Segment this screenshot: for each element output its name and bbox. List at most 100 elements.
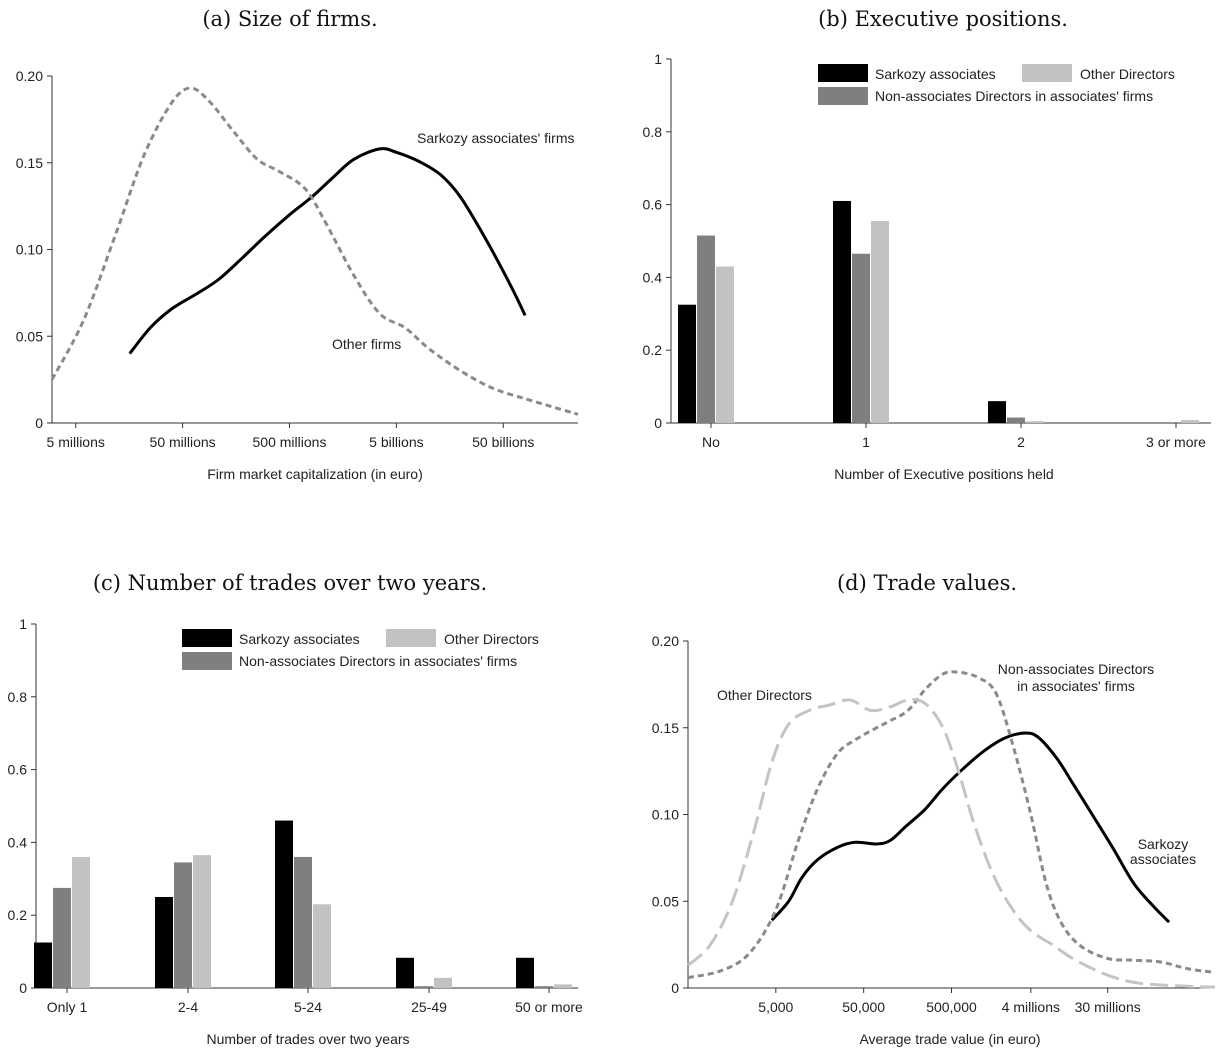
chart-b-y-tick-label: 0.8 <box>643 124 663 140</box>
chart-b-y-tick-label: 0.6 <box>643 197 663 213</box>
chart-c-y-tick-label: 1 <box>19 616 27 632</box>
chart-d-annotation-sarkozy-2: associates <box>1130 851 1196 867</box>
chart-c-bar <box>396 957 414 988</box>
chart-b-title: (b) Executive positions. <box>818 7 1068 31</box>
chart-c-bar <box>72 856 90 988</box>
chart-c-x-tick-label: 25-49 <box>411 999 447 1015</box>
legend-label-other-directors: Other Directors <box>1080 66 1175 82</box>
legend-swatch-sarkozy <box>818 64 868 82</box>
chart-c-bar <box>174 862 192 988</box>
chart-b-bar <box>1026 421 1044 423</box>
legend-swatch-sarkozy <box>182 629 232 647</box>
chart-a-y-tick-label: 0.15 <box>16 155 43 171</box>
chart-c-bar <box>554 984 572 988</box>
chart-c-bar <box>193 855 211 988</box>
chart-c-y-tick-label: 0.8 <box>8 689 28 705</box>
chart-c-x-tick-label: 2-4 <box>178 999 198 1015</box>
chart-a-title: (a) Size of firms. <box>202 7 377 31</box>
chart-d-annotation-non-associates-2: in associates' firms <box>1017 678 1135 694</box>
chart-d-series-line-1 <box>687 670 1216 980</box>
chart-c-bar <box>516 957 534 988</box>
chart-d-xlabel: Average trade value (in euro) <box>859 1031 1040 1047</box>
chart-d-x-tick-label: 500,000 <box>926 999 977 1015</box>
chart-b-bar <box>988 401 1006 423</box>
chart-c-bar <box>535 986 553 988</box>
legend-label-non-associates: Non-associates Directors in associates' … <box>875 88 1153 104</box>
chart-a-x-tick-label: 5 millions <box>47 434 105 450</box>
chart-c-y-tick-label: 0 <box>19 980 27 996</box>
chart-d-annotation-other-directors: Other Directors <box>717 687 812 703</box>
chart-a-y-tick-label: 0.20 <box>16 68 43 84</box>
chart-d-y-tick-label: 0.15 <box>652 720 679 736</box>
chart-b-xlabel: Number of Executive positions held <box>834 466 1053 482</box>
chart-d-y-tick-label: 0.05 <box>652 893 679 909</box>
chart-b-bar <box>871 220 889 423</box>
chart-c-xlabel: Number of trades over two years <box>206 1031 409 1047</box>
chart-d-x-tick-label: 5,000 <box>758 999 793 1015</box>
chart-a-annotation-sarkozy: Sarkozy associates' firms <box>417 130 575 146</box>
chart-d-title: (d) Trade values. <box>837 571 1017 595</box>
legend-label-non-associates: Non-associates Directors in associates' … <box>239 653 517 669</box>
panel-b-executive-positions: (b) Executive positions. 0 0.2 0.4 0.6 0.8 1 N… <box>611 0 1221 525</box>
chart-b-x-tick-label: 3 or more <box>1146 434 1206 450</box>
chart-c-y-tick-label: 0.2 <box>8 907 28 923</box>
chart-b-bar <box>1007 417 1025 423</box>
chart-d-series-line-0 <box>770 731 1171 924</box>
chart-a-series-line-0 <box>128 147 527 355</box>
legend-swatch-non-associates <box>818 87 868 105</box>
chart-a-x-tick-label: 5 billions <box>369 434 423 450</box>
chart-b-x-tick-label: 1 <box>862 434 870 450</box>
chart-c-bar <box>434 977 452 988</box>
chart-b-y-tick-label: 1 <box>654 51 662 67</box>
panel-d-trade-values: (d) Trade values. 0 0.05 0.10 0.15 0.20 5,000… <box>611 526 1221 1051</box>
chart-b-y-tick-label: 0.4 <box>643 269 663 285</box>
chart-b-bar <box>697 235 715 423</box>
chart-a-x-tick-label: 50 millions <box>150 434 216 450</box>
chart-c-bar <box>415 986 433 988</box>
chart-b-svg: (b) Executive positions. 0 0.2 0.4 0.6 0.8 1 N… <box>643 7 1211 482</box>
chart-a-y-tick-label: 0 <box>35 415 43 431</box>
chart-b-bar <box>833 200 851 423</box>
chart-b-x-tick-label: 2 <box>1017 434 1025 450</box>
legend-label-sarkozy: Sarkozy associates <box>239 631 360 647</box>
chart-c-bar <box>34 942 52 988</box>
chart-d-x-tick-label: 30 millions <box>1075 999 1141 1015</box>
chart-b-bar <box>716 266 734 423</box>
chart-a-annotation-other: Other firms <box>332 336 401 352</box>
chart-c-y-tick-label: 0.4 <box>8 834 28 850</box>
chart-d-svg: (d) Trade values. 0 0.05 0.10 0.15 0.20 5,000… <box>652 571 1216 1047</box>
legend-swatch-other-directors <box>1022 64 1072 82</box>
chart-c-y-tick-label: 0.6 <box>8 762 28 778</box>
chart-b-y-tick-label: 0.2 <box>643 342 663 358</box>
legend-swatch-non-associates <box>182 652 232 670</box>
chart-d-annotation-non-associates-1: Non-associates Directors <box>998 661 1154 677</box>
legend-label-sarkozy: Sarkozy associates <box>875 66 996 82</box>
chart-c-bar <box>294 856 312 988</box>
chart-c-bar <box>53 887 71 988</box>
panel-a-size-of-firms: (a) Size of firms. 0 0.05 0.10 0.15 0.20 5 mi… <box>0 0 610 525</box>
chart-a-series-line-1 <box>50 86 579 416</box>
chart-a-x-tick-label: 50 billions <box>472 434 534 450</box>
chart-c-bar <box>155 897 173 988</box>
chart-c-svg: (c) Number of trades over two years. 0 0.… <box>8 571 584 1047</box>
chart-a-xlabel: Firm market capitalization (in euro) <box>207 466 423 482</box>
chart-a-y-tick-label: 0.05 <box>16 328 43 344</box>
chart-b-x-tick-label: No <box>702 434 720 450</box>
chart-c-bar <box>275 820 293 988</box>
chart-c-title: (c) Number of trades over two years. <box>93 571 487 595</box>
chart-b-bar <box>1181 420 1199 423</box>
chart-d-x-tick-label: 50,000 <box>842 999 885 1015</box>
chart-d-x-tick-label: 4 millions <box>1002 999 1060 1015</box>
chart-a-x-tick-label: 500 millions <box>253 434 327 450</box>
chart-c-bar <box>313 904 331 988</box>
chart-c-x-tick-label: 5-24 <box>294 999 322 1015</box>
chart-d-y-tick-label: 0 <box>671 980 679 996</box>
chart-c-x-tick-label: Only 1 <box>47 999 88 1015</box>
chart-d-y-tick-label: 0.20 <box>652 633 679 649</box>
chart-d-annotation-sarkozy-1: Sarkozy <box>1138 836 1189 852</box>
chart-b-legend: Sarkozy associates Other Directors Non-a… <box>818 64 1175 105</box>
legend-label-other-directors: Other Directors <box>444 631 539 647</box>
chart-d-series-line-2 <box>686 698 1216 989</box>
chart-d-y-tick-label: 0.10 <box>652 807 679 823</box>
chart-b-bar <box>678 304 696 423</box>
